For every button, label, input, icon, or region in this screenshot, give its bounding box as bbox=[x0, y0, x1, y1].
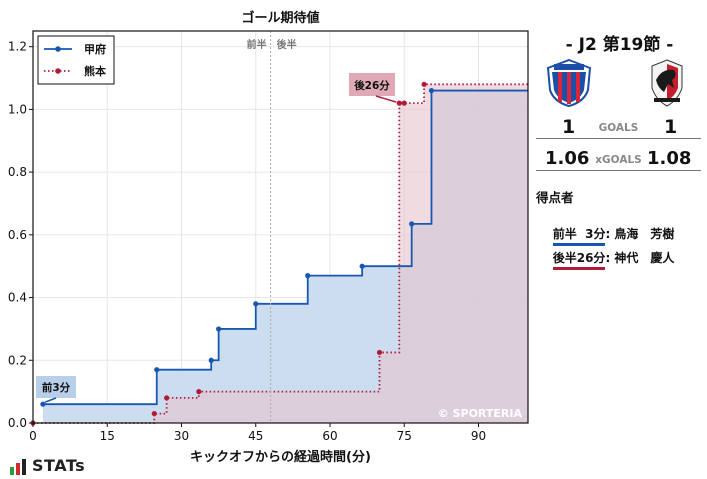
scorer-name: : 神代 慶人 bbox=[605, 251, 675, 265]
legend-box bbox=[37, 35, 115, 85]
home-crest-icon bbox=[546, 58, 592, 108]
y-tick-label: 0.8 bbox=[8, 165, 27, 179]
goals-row: 1 GOALS 1 bbox=[536, 116, 701, 139]
x-tick-label: 15 bbox=[100, 429, 115, 443]
xg-row: 1.06 xGOALS 1.08 bbox=[536, 148, 701, 171]
scorer-half-minute: 前半 3分 bbox=[552, 225, 606, 246]
series-line-2 bbox=[33, 83, 528, 424]
y-tick-label: 1.2 bbox=[8, 40, 27, 54]
half-label-first: 前半 bbox=[247, 38, 267, 51]
x-tick-label: 60 bbox=[322, 429, 337, 443]
legend-marker bbox=[55, 46, 61, 52]
away-goals: 1 bbox=[664, 116, 678, 138]
series-line-1 bbox=[42, 89, 528, 406]
xg-label: xGOALS bbox=[595, 154, 642, 166]
goals-label: GOALS bbox=[598, 122, 639, 134]
annotation-arrow bbox=[375, 95, 397, 103]
annotation-arrow bbox=[44, 397, 57, 403]
annotation-label: 後26分 bbox=[353, 79, 390, 92]
scorer-half-minute: 後半26分 bbox=[552, 249, 606, 270]
away-crest-icon bbox=[651, 59, 683, 107]
y-tick-label: 1.0 bbox=[8, 102, 27, 116]
data-point bbox=[409, 221, 415, 227]
data-point bbox=[396, 100, 402, 106]
x-tick-label: 90 bbox=[471, 429, 486, 443]
legend-marker bbox=[55, 68, 61, 74]
data-point bbox=[216, 326, 222, 332]
scorer-name: : 鳥海 芳樹 bbox=[605, 227, 675, 241]
x-tick-label: 0 bbox=[29, 429, 37, 443]
match-panel: - J2 第19節 - 1 GOALS 1 1.06 xGOALS 1.08 得… bbox=[532, 0, 707, 479]
data-point bbox=[305, 273, 311, 279]
data-point bbox=[154, 367, 160, 373]
annotation-label: 前3分 bbox=[42, 381, 71, 394]
x-tick-label: 30 bbox=[174, 429, 189, 443]
data-point bbox=[253, 301, 259, 307]
scorer-away: 後半26分: 神代 慶人 bbox=[536, 235, 674, 284]
y-tick-label: 0.4 bbox=[8, 291, 27, 305]
chart-title: ゴール期待値 bbox=[241, 10, 319, 26]
y-tick-label: 0.2 bbox=[8, 353, 27, 367]
legend-label: 熊本 bbox=[84, 64, 106, 78]
half-label-second: 後半 bbox=[277, 38, 297, 51]
data-point bbox=[40, 401, 46, 407]
legend-label: 甲府 bbox=[84, 42, 106, 56]
home-xg: 1.06 bbox=[545, 148, 590, 169]
y-tick-label: 0.0 bbox=[8, 416, 27, 430]
plot-frame bbox=[32, 30, 529, 424]
stats-brand: STATs bbox=[32, 456, 86, 475]
annotation-box bbox=[36, 376, 76, 398]
data-point bbox=[196, 389, 202, 395]
data-point bbox=[401, 100, 407, 106]
data-point bbox=[428, 87, 435, 94]
data-point bbox=[164, 395, 170, 401]
series-area-2 bbox=[33, 84, 528, 423]
annotation-box bbox=[349, 73, 395, 96]
away-xg: 1.08 bbox=[647, 148, 692, 169]
x-tick-label: 75 bbox=[397, 429, 412, 443]
x-axis-label: キックオフからの経過時間(分) bbox=[190, 449, 371, 465]
data-point bbox=[151, 410, 157, 417]
watermark-label: © SPORTERIA bbox=[438, 407, 523, 420]
stats-bars-icon bbox=[10, 459, 26, 475]
scorers-header: 得点者 bbox=[536, 190, 574, 205]
home-goals: 1 bbox=[562, 116, 576, 138]
x-tick-label: 45 bbox=[248, 429, 263, 443]
match-title: - J2 第19節 - bbox=[565, 35, 674, 55]
data-point bbox=[421, 81, 427, 87]
scorer-home: 前半 3分: 鳥海 芳樹 bbox=[536, 211, 674, 260]
y-tick-label: 0.6 bbox=[8, 228, 27, 242]
data-point bbox=[208, 357, 214, 363]
data-point bbox=[376, 349, 383, 356]
data-point bbox=[359, 263, 365, 269]
